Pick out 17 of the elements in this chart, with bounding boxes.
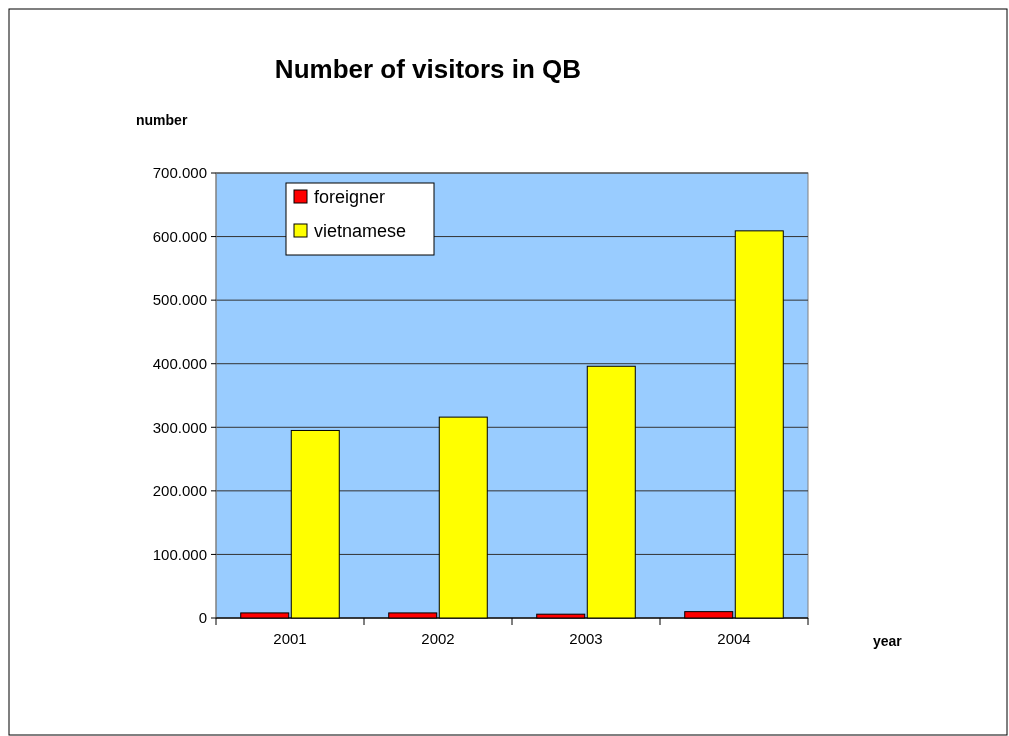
y-tick-label: 300.000: [152, 418, 207, 436]
y-tick-label: 200.000: [152, 482, 207, 500]
x-tick-label: 2004: [717, 630, 751, 647]
y-tick-label: 0: [198, 609, 207, 627]
x-tick-label: 2003: [569, 630, 603, 647]
x-axis-title: year: [873, 633, 903, 649]
y-axis-title: number: [136, 112, 188, 128]
legend-label: vietnamese: [314, 221, 407, 242]
y-tick-label: 100.000: [152, 545, 207, 563]
y-tick-label: 500.000: [152, 291, 207, 309]
y-tick-label: 600.000: [152, 227, 207, 245]
x-tick-label: 2001: [273, 630, 307, 647]
legend-label: foreigner: [314, 187, 386, 208]
chart-title: Number of visitors in QB: [274, 54, 582, 84]
y-tick-label: 400.000: [152, 354, 207, 372]
x-tick-label: 2002: [421, 630, 455, 647]
y-tick-label: 700.000: [152, 164, 207, 182]
